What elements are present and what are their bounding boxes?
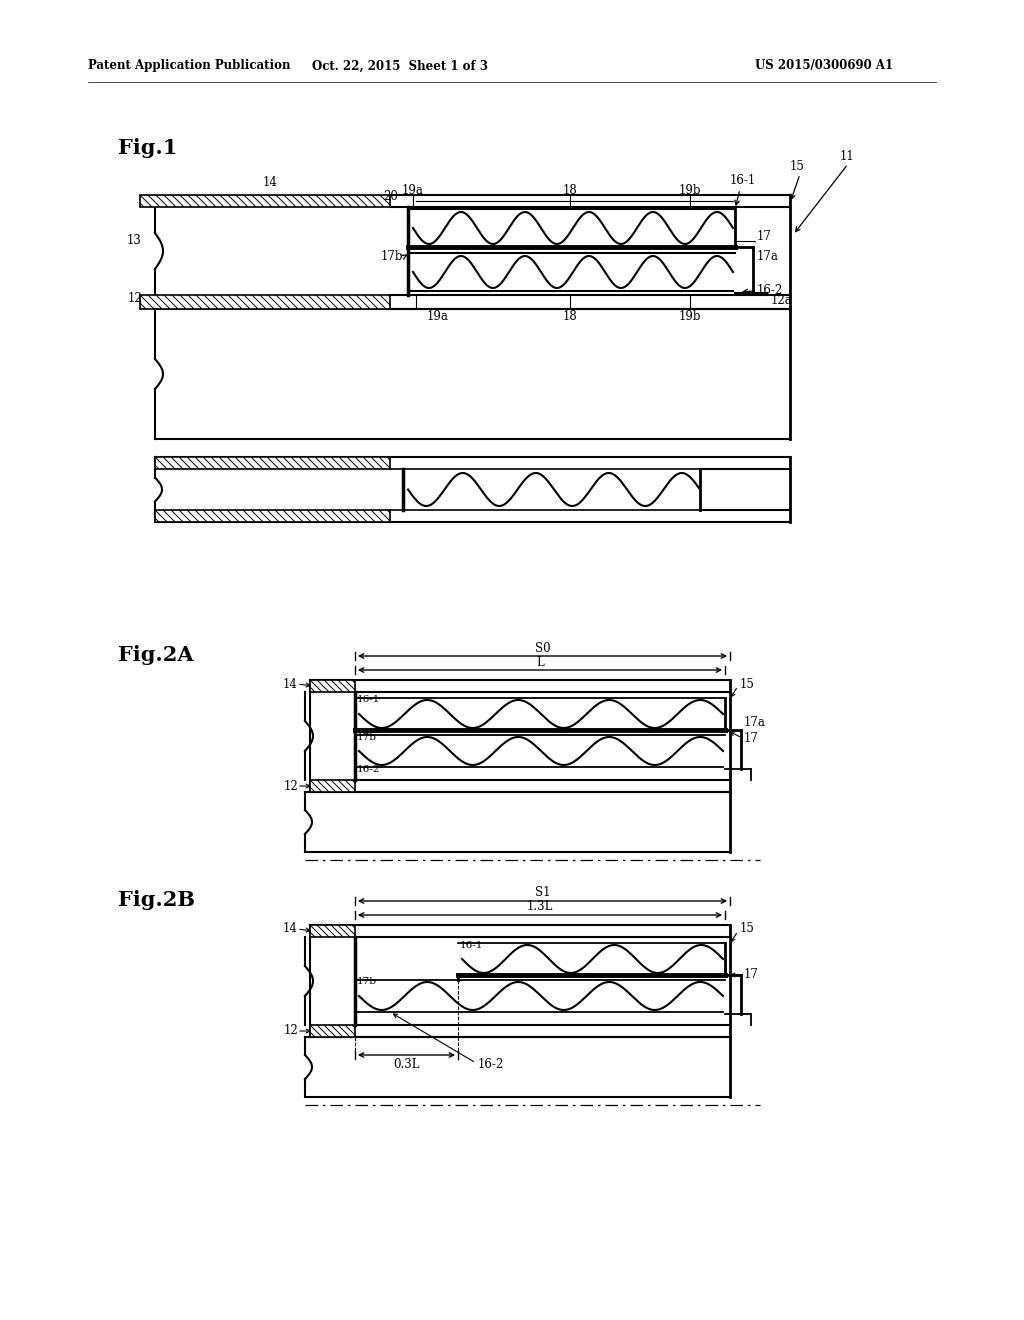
Text: 15: 15 (740, 677, 755, 690)
Bar (310, 1026, 355, 1038)
Text: 16-2: 16-2 (357, 764, 380, 774)
Text: 12: 12 (284, 780, 298, 792)
Text: 16-1: 16-1 (460, 940, 483, 949)
Bar (140, 294, 390, 309)
Text: Oct. 22, 2015  Sheet 1 of 3: Oct. 22, 2015 Sheet 1 of 3 (312, 59, 488, 73)
Text: 19a: 19a (427, 310, 449, 323)
Text: 14: 14 (262, 176, 278, 189)
Text: 17b: 17b (357, 733, 377, 742)
Text: 19a: 19a (402, 185, 424, 198)
Text: 12a: 12a (771, 294, 793, 308)
Text: 14: 14 (283, 677, 298, 690)
Text: 12: 12 (127, 293, 142, 305)
Text: 17: 17 (757, 231, 772, 243)
Text: Fig.2A: Fig.2A (118, 645, 194, 665)
Text: 11: 11 (840, 150, 855, 164)
Text: 17: 17 (744, 969, 759, 982)
Text: 17a: 17a (757, 251, 779, 264)
Text: 17a: 17a (744, 715, 766, 729)
Text: 12: 12 (284, 1024, 298, 1038)
Text: Fig.2B: Fig.2B (118, 890, 195, 909)
Text: 15: 15 (740, 923, 755, 936)
Text: 17b: 17b (381, 251, 403, 264)
Text: S0: S0 (535, 642, 550, 655)
Text: Fig.1: Fig.1 (118, 139, 177, 158)
Text: 16-2: 16-2 (757, 285, 783, 297)
Bar (310, 925, 355, 937)
Text: 18: 18 (562, 310, 578, 323)
Bar (155, 457, 390, 469)
Text: 0.3L: 0.3L (393, 1057, 420, 1071)
Text: Patent Application Publication: Patent Application Publication (88, 59, 291, 73)
Text: L: L (537, 656, 544, 668)
Text: 1.3L: 1.3L (526, 900, 553, 913)
Bar (310, 680, 355, 692)
Text: 15: 15 (790, 161, 805, 173)
Bar (155, 510, 390, 521)
Text: 14: 14 (283, 923, 298, 936)
Text: 20: 20 (383, 190, 398, 202)
Text: 19b: 19b (679, 310, 701, 323)
Text: 16-1: 16-1 (730, 174, 757, 187)
Bar (140, 195, 390, 207)
Text: S1: S1 (535, 887, 550, 899)
Bar (310, 780, 355, 792)
Text: 16-2: 16-2 (478, 1057, 504, 1071)
Text: US 2015/0300690 A1: US 2015/0300690 A1 (755, 59, 893, 73)
Text: 17: 17 (744, 731, 759, 744)
Text: 13: 13 (127, 235, 142, 248)
Text: 18: 18 (562, 185, 578, 198)
Text: 16-1: 16-1 (357, 696, 380, 705)
Text: 17b: 17b (357, 978, 377, 986)
Text: 19b: 19b (679, 185, 701, 198)
